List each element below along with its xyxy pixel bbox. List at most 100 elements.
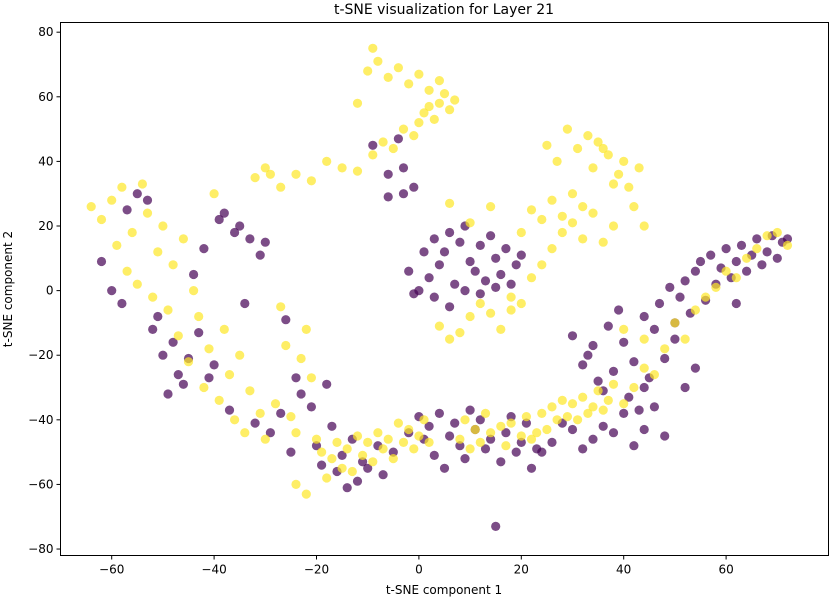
scatter-point-series-0	[265, 428, 275, 438]
scatter-point-series-1	[322, 156, 332, 166]
scatter-point-series-0	[731, 256, 741, 267]
scatter-point-series-0	[214, 214, 224, 225]
scatter-point-series-0	[593, 376, 603, 386]
y-tick-label: 60	[38, 90, 53, 104]
plot-frame	[60, 22, 829, 556]
scatter-point-series-0	[660, 431, 670, 441]
scatter-point-series-1	[445, 105, 455, 115]
scatter-point-series-1	[424, 101, 434, 112]
scatter-point-series-1	[516, 298, 526, 309]
scatter-point-series-1	[567, 399, 578, 409]
scatter-point-series-1	[660, 344, 670, 354]
scatter-point-series-0	[158, 350, 168, 360]
scatter-point-series-1	[337, 163, 347, 173]
scatter-point-series-0	[398, 163, 409, 173]
scatter-point-series-1	[629, 202, 639, 212]
scatter-point-series-1	[132, 279, 142, 289]
scatter-point-series-0	[419, 247, 429, 257]
scatter-point-series-0	[772, 253, 782, 263]
scatter-point-series-1	[434, 321, 444, 331]
y-tick-label: −60	[28, 477, 53, 491]
scatter-point-series-0	[429, 450, 439, 460]
scatter-point-series-0	[163, 389, 173, 399]
scatter-point-series-1	[363, 66, 373, 76]
scatter-point-series-1	[598, 237, 608, 247]
scatter-point-series-0	[742, 266, 752, 276]
scatter-point-series-0	[434, 408, 444, 418]
scatter-point-series-0	[567, 424, 578, 435]
scatter-point-series-0	[311, 441, 322, 451]
scatter-point-series-1	[414, 431, 424, 441]
scatter-point-series-1	[772, 227, 782, 238]
scatter-point-series-1	[603, 150, 613, 160]
scatter-point-series-0	[296, 389, 306, 399]
scatter-point-series-1	[465, 218, 475, 228]
scatter-point-series-1	[486, 308, 496, 318]
scatter-point-series-1	[465, 311, 475, 322]
scatter-point-series-1	[578, 202, 588, 212]
scatter-point-series-1	[194, 311, 204, 322]
scatter-point-series-0	[117, 298, 127, 309]
scatter-point-series-0	[757, 260, 767, 270]
scatter-point-series-1	[506, 292, 516, 302]
y-tick-label: −20	[28, 348, 53, 362]
scatter-point-series-1	[230, 415, 240, 425]
scatter-point-series-1	[142, 208, 153, 218]
scatter-point-series-0	[501, 428, 511, 438]
scatter-point-series-0	[327, 421, 337, 431]
scatter-point-series-0	[639, 424, 649, 435]
scatter-point-series-0	[429, 292, 439, 302]
scatter-point-series-1	[537, 260, 547, 270]
scatter-point-series-1	[670, 318, 680, 328]
scatter-point-series-0	[516, 250, 526, 260]
scatter-point-series-0	[619, 408, 629, 418]
scatter-point-series-1	[639, 334, 649, 344]
scatter-point-series-0	[250, 418, 260, 428]
scatter-point-series-1	[337, 463, 347, 473]
scatter-point-series-1	[388, 143, 398, 154]
scatter-point-series-0	[506, 412, 516, 422]
scatter-point-series-0	[608, 366, 619, 376]
scatter-point-series-1	[117, 182, 127, 192]
scatter-point-series-0	[736, 240, 747, 250]
scatter-point-series-0	[486, 434, 496, 444]
scatter-point-series-1	[301, 324, 311, 334]
scatter-point-series-1	[537, 408, 547, 418]
scatter-point-series-0	[731, 298, 741, 309]
scatter-point-series-0	[245, 234, 255, 244]
scatter-point-series-1	[424, 437, 434, 447]
scatter-point-series-1	[224, 370, 235, 380]
scatter-point-series-1	[588, 402, 598, 412]
scatter-point-series-0	[342, 483, 352, 493]
scatter-point-series-1	[419, 415, 429, 425]
scatter-point-series-0	[409, 182, 419, 192]
scatter-point-series-1	[649, 370, 660, 380]
scatter-point-series-0	[368, 140, 378, 150]
scatter-point-series-1	[731, 273, 741, 283]
scatter-point-series-0	[460, 286, 470, 296]
scatter-point-series-0	[639, 382, 649, 393]
scatter-point-series-1	[107, 195, 117, 205]
scatter-point-series-1	[619, 324, 629, 334]
scatter-point-series-1	[486, 428, 496, 438]
scatter-point-series-1	[383, 72, 393, 82]
scatter-point-series-1	[762, 231, 772, 241]
scatter-point-series-1	[598, 405, 608, 415]
scatter-point-series-0	[475, 415, 485, 425]
scatter-point-series-0	[680, 382, 690, 393]
scatter-point-series-1	[291, 169, 301, 179]
scatter-point-series-1	[352, 166, 363, 176]
scatter-point-series-1	[588, 208, 598, 218]
scatter-point-series-0	[178, 379, 188, 389]
scatter-point-series-1	[629, 382, 639, 393]
scatter-point-series-1	[260, 434, 270, 444]
scatter-point-series-0	[286, 447, 296, 457]
scatter-point-series-1	[424, 85, 434, 95]
scatter-point-series-1	[301, 489, 311, 499]
scatter-point-series-0	[634, 405, 644, 415]
scatter-point-series-0	[690, 363, 701, 373]
scatter-point-series-1	[608, 221, 619, 231]
scatter-point-series-0	[480, 276, 491, 286]
scatter-point-series-0	[526, 463, 537, 473]
